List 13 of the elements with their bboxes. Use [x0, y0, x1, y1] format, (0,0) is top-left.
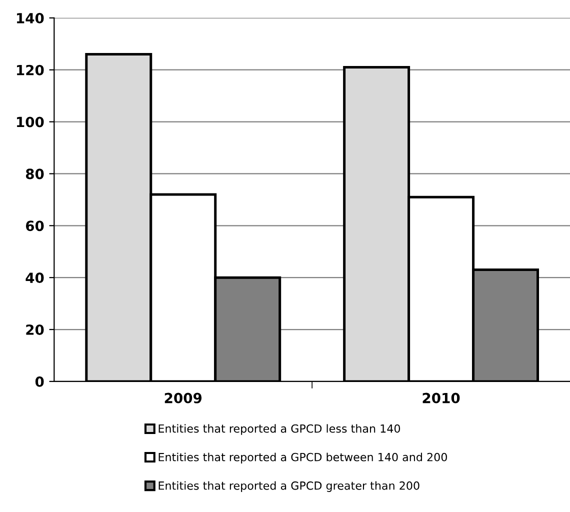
- legend-label: Entities that reported a GPCD greater than 200: [158, 481, 420, 492]
- x-tick-label: 2010: [422, 392, 460, 404]
- x-tick-label: 2009: [164, 392, 202, 404]
- y-tick-label: 100: [17, 116, 44, 128]
- y-tick-label: 60: [26, 220, 44, 232]
- y-tick-label: 140: [17, 12, 44, 24]
- y-tick-label: 20: [26, 324, 44, 335]
- y-tick-label: 40: [26, 272, 44, 284]
- legend-label: Entities that reported a GPCD less than 140: [158, 424, 400, 435]
- y-tick-label: 120: [17, 64, 44, 76]
- y-tick-label: 80: [26, 168, 44, 180]
- legend-label: Entities that reported a GPCD between 140 and 200: [158, 452, 447, 464]
- y-tick-label: 0: [35, 376, 44, 387]
